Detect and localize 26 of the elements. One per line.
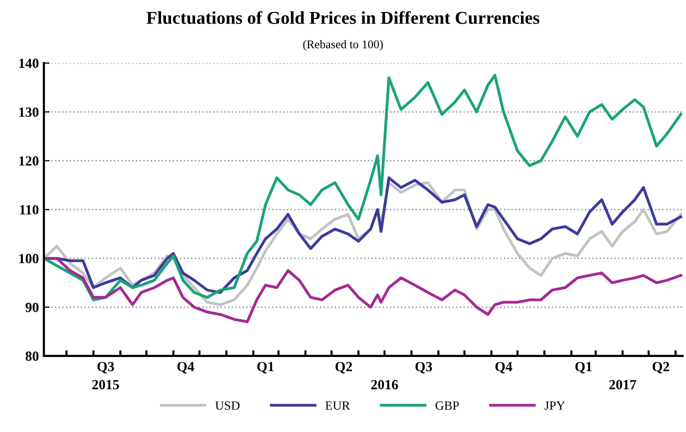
x-tick-label: Q1 xyxy=(575,362,592,374)
line-series xyxy=(44,256,682,324)
x2-tick-label: 2015 xyxy=(92,380,119,390)
x2-tick-label: 2016 xyxy=(371,380,398,390)
legend-label: EUR xyxy=(325,401,350,410)
y-tick-label: 130 xyxy=(19,107,39,117)
x-tick-label: Q2 xyxy=(335,362,352,374)
x-tick-label: Q1 xyxy=(257,362,274,374)
x-tick-label: Q4 xyxy=(177,362,194,374)
y-tick-label: 120 xyxy=(19,156,39,166)
legend-label: USD xyxy=(215,401,240,410)
y-tick-label: 90 xyxy=(26,302,39,312)
y-tick-label: 140 xyxy=(19,58,39,68)
chart-title: Fluctuations of Gold Prices in Different Currencies xyxy=(146,11,540,24)
line-series xyxy=(44,74,682,302)
x-tick-label: Q3 xyxy=(415,362,432,374)
x-tick-label: Q4 xyxy=(495,362,512,374)
chart-subtitle: (Rebased to 100) xyxy=(303,40,383,51)
x-tick-label: Q3 xyxy=(97,362,114,374)
y-tick-label: 80 xyxy=(26,352,39,361)
legend-label: GBP xyxy=(436,401,459,410)
y-tick-label: 100 xyxy=(19,254,39,264)
legend-label: JPY xyxy=(544,401,565,410)
x2-tick-label: 2017 xyxy=(609,380,636,390)
y-tick-label: 110 xyxy=(20,205,39,214)
x-tick-label: Q2 xyxy=(652,362,670,374)
